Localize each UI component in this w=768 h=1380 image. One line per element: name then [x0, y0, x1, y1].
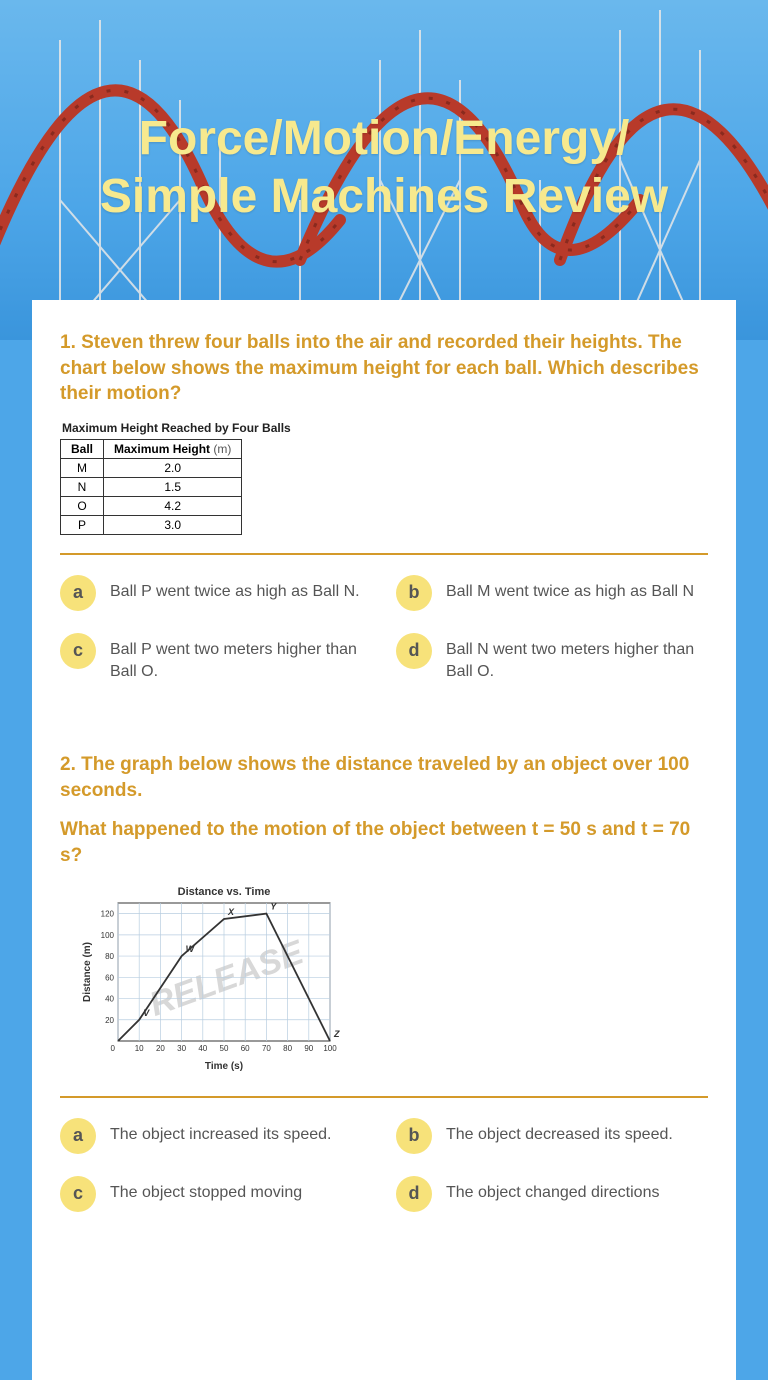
q1-table: Ball Maximum Height (m) M2.0 N1.5 O4.2 P…: [60, 439, 242, 535]
q1-table-title: Maximum Height Reached by Four Balls: [62, 421, 708, 435]
table-row: P3.0: [61, 515, 242, 534]
answer-text: Ball P went two meters higher than Ball …: [110, 633, 372, 682]
answer-bubble-d: d: [396, 633, 432, 669]
svg-text:50: 50: [220, 1044, 229, 1053]
answer-text: The object stopped moving: [110, 1176, 302, 1204]
svg-text:W: W: [186, 944, 196, 954]
cell: P: [61, 515, 104, 534]
svg-text:60: 60: [105, 973, 114, 982]
answer-bubble-d: d: [396, 1176, 432, 1212]
svg-text:90: 90: [304, 1044, 313, 1053]
svg-text:20: 20: [105, 1015, 114, 1024]
q1-answer-d[interactable]: d Ball N went two meters higher than Bal…: [396, 633, 708, 682]
answer-bubble-c: c: [60, 633, 96, 669]
q2-answer-b[interactable]: b The object decreased its speed.: [396, 1118, 708, 1154]
answer-bubble-a: a: [60, 575, 96, 611]
svg-text:V: V: [143, 1007, 150, 1017]
q2-answer-a[interactable]: a The object increased its speed.: [60, 1118, 372, 1154]
question-2-block: 2. The graph below shows the distance tr…: [60, 752, 708, 1212]
cell: 4.2: [104, 496, 242, 515]
answer-text: Ball M went twice as high as Ball N: [446, 575, 694, 603]
q2-divider: [60, 1096, 708, 1098]
svg-text:60: 60: [241, 1044, 250, 1053]
answer-text: Ball P went twice as high as Ball N.: [110, 575, 360, 603]
q1-answer-c[interactable]: c Ball P went two meters higher than Bal…: [60, 633, 372, 682]
q1-col2-header: Maximum Height (m): [104, 439, 242, 458]
q1-table-wrap: Maximum Height Reached by Four Balls Bal…: [60, 421, 708, 535]
table-row: O4.2: [61, 496, 242, 515]
q1-col2-header-unit: (m): [213, 442, 231, 456]
answer-text: The object decreased its speed.: [446, 1118, 673, 1146]
svg-text:X: X: [227, 907, 235, 917]
svg-text:Y: Y: [270, 901, 277, 911]
svg-text:10: 10: [135, 1044, 144, 1053]
page-title: Force/Motion/Energy/ Simple Machines Rev…: [0, 110, 768, 225]
question-2-prompt: 2. The graph below shows the distance tr…: [60, 752, 708, 803]
question-2-subprompt: What happened to the motion of the objec…: [60, 817, 708, 868]
svg-text:100: 100: [101, 931, 115, 940]
svg-text:120: 120: [101, 909, 115, 918]
answer-text: The object changed directions: [446, 1176, 659, 1204]
q1-answer-b[interactable]: b Ball M went twice as high as Ball N: [396, 575, 708, 611]
table-row: N1.5: [61, 477, 242, 496]
cell: O: [61, 496, 104, 515]
cell: 3.0: [104, 515, 242, 534]
question-1-block: 1. Steven threw four balls into the air …: [60, 330, 708, 682]
answer-text: Ball N went two meters higher than Ball …: [446, 633, 708, 682]
svg-text:Distance vs. Time: Distance vs. Time: [178, 886, 271, 898]
svg-text:70: 70: [262, 1044, 271, 1053]
svg-text:Z: Z: [333, 1029, 340, 1039]
question-1-prompt: 1. Steven threw four balls into the air …: [60, 330, 708, 407]
svg-text:Time (s): Time (s): [205, 1061, 243, 1072]
table-row: M2.0: [61, 458, 242, 477]
q2-answer-d[interactable]: d The object changed directions: [396, 1176, 708, 1212]
content-card: 1. Steven threw four balls into the air …: [32, 300, 736, 1380]
cell: 2.0: [104, 458, 242, 477]
distance-time-chart-svg: RELEASE102030405060708090100020406080100…: [80, 883, 340, 1073]
answer-bubble-a: a: [60, 1118, 96, 1154]
q2-answers: a The object increased its speed. b The …: [60, 1118, 708, 1212]
q1-divider: [60, 553, 708, 555]
title-line-1: Force/Motion/Energy/: [139, 112, 630, 165]
answer-text: The object increased its speed.: [110, 1118, 331, 1146]
q2-answer-c[interactable]: c The object stopped moving: [60, 1176, 372, 1212]
q1-answers: a Ball P went twice as high as Ball N. b…: [60, 575, 708, 682]
cell: 1.5: [104, 477, 242, 496]
svg-text:20: 20: [156, 1044, 165, 1053]
svg-text:30: 30: [177, 1044, 186, 1053]
q1-col2-header-text: Maximum Height: [114, 442, 210, 456]
answer-bubble-b: b: [396, 575, 432, 611]
q1-answer-a[interactable]: a Ball P went twice as high as Ball N.: [60, 575, 372, 611]
title-line-2: Simple Machines Review: [100, 170, 668, 223]
svg-text:80: 80: [283, 1044, 292, 1053]
q2-chart: RELEASE102030405060708090100020406080100…: [80, 883, 708, 1078]
svg-text:40: 40: [105, 994, 114, 1003]
svg-text:100: 100: [323, 1044, 337, 1053]
cell: M: [61, 458, 104, 477]
q1-col1-header: Ball: [61, 439, 104, 458]
cell: N: [61, 477, 104, 496]
svg-text:Distance (m): Distance (m): [82, 942, 93, 1002]
svg-text:80: 80: [105, 952, 114, 961]
answer-bubble-b: b: [396, 1118, 432, 1154]
svg-text:40: 40: [198, 1044, 207, 1053]
answer-bubble-c: c: [60, 1176, 96, 1212]
svg-text:0: 0: [111, 1044, 116, 1053]
